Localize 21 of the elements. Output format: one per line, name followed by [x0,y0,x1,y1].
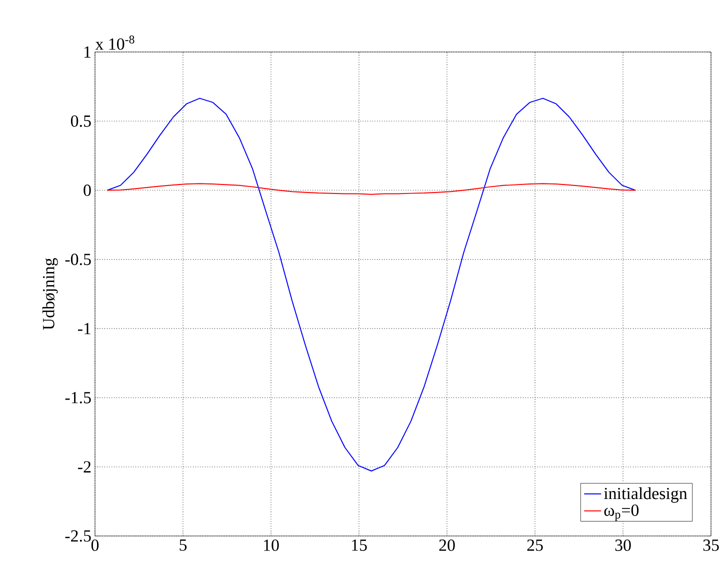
y-tick-label: -1.5 [65,392,91,404]
y-tick-label: -1 [78,322,90,334]
x-tick-label: 20 [439,540,455,551]
y-tick-label: 0.5 [70,115,91,127]
legend-label: initialdesign [604,487,688,503]
x-tick-label: 25 [527,540,543,551]
x-tick-label: 15 [352,540,367,551]
x-tick-label: 10 [264,540,279,551]
x-tick-label: 0 [91,540,99,551]
legend-label: ω$_{p}$=0 [604,504,639,521]
y-tick-label: -2 [78,461,91,472]
x-tick-label: 30 [615,540,631,551]
line-series [106,98,636,472]
y-tick-label: -0.5 [65,254,91,266]
x-tick-label: 5 [180,540,187,551]
text: x 10$^{-8}$ [95,35,134,50]
y-axis-title: Udbøjning [42,258,58,330]
x-tick-label: 35 [703,540,719,551]
y-tick-label: 0 [84,184,91,196]
y-tick-label: 1 [84,46,90,58]
y-tick-label: -2.5 [65,530,91,542]
